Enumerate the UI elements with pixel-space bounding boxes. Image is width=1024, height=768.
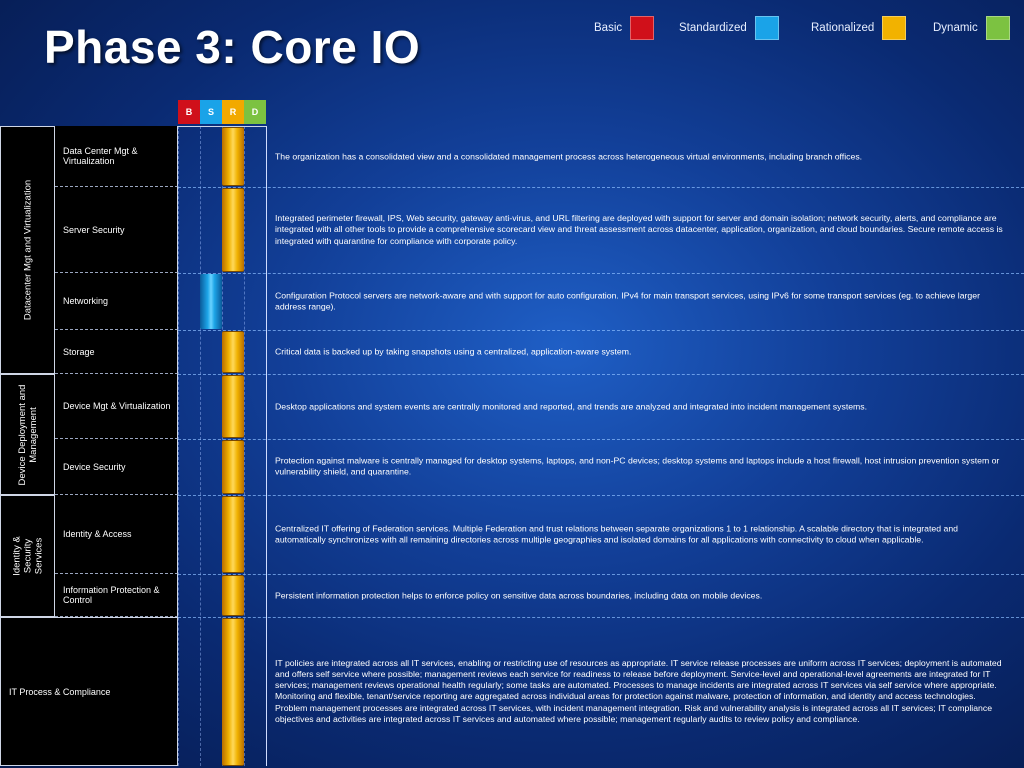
description-text: Protection against malware is centrally … — [275, 455, 1000, 477]
row-separator — [178, 439, 1024, 440]
category-datacenter: Datacenter Mgt and Virtualization — [0, 126, 55, 374]
row-label: Information Protection & Control — [63, 585, 160, 605]
category-label: Datacenter Mgt and Virtualization — [22, 179, 33, 321]
row-separator — [178, 617, 1024, 618]
row-description: IT policies are integrated across all IT… — [266, 617, 1024, 766]
row-label-device-security: Device Security — [55, 439, 178, 495]
maturity-legend: Basic Standardized Rationalized Dynamic — [0, 16, 1024, 42]
row-separator — [178, 574, 1024, 575]
row-label-identity-access: Identity & Access — [55, 495, 178, 574]
legend-label: Rationalized — [811, 22, 875, 34]
column-divider — [200, 126, 201, 766]
row-separator — [178, 495, 1024, 496]
legend-rationalized: Rationalized — [811, 16, 907, 40]
description-text: Centralized IT offering of Federation se… — [275, 523, 959, 545]
legend-dynamic: Dynamic — [933, 16, 1010, 40]
row-description: Persistent information protection helps … — [266, 574, 1024, 617]
page-title: Phase 3: Core IO — [44, 21, 421, 73]
row-description: Desktop applications and system events a… — [266, 374, 1024, 439]
maturity-bar-rationalized — [222, 188, 244, 272]
category-label: IT Process & Compliance — [9, 686, 111, 697]
legend-swatch — [630, 16, 655, 40]
row-label: Storage — [63, 346, 95, 357]
row-label: Device Security — [63, 461, 126, 472]
legend-standardized: Standardized — [679, 16, 779, 40]
column-divider — [178, 126, 179, 766]
maturity-bar-rationalized — [222, 575, 244, 616]
category-label: Device Deployment and Management — [16, 384, 39, 485]
row-label-storage: Storage — [55, 330, 178, 374]
row-description: Configuration Protocol servers are netwo… — [266, 273, 1024, 330]
row-label-server-security: Server Security — [55, 187, 178, 273]
phase-header-rationalized: R — [222, 100, 244, 124]
category-identity: Identity & Security Services — [0, 495, 55, 617]
legend-label: Dynamic — [933, 22, 978, 34]
maturity-bar-rationalized — [222, 331, 244, 373]
row-description: Critical data is backed up by taking sna… — [266, 330, 1024, 374]
row-separator — [178, 187, 1024, 188]
description-text: Integrated perimeter firewall, IPS, Web … — [275, 213, 1003, 246]
row-description: Protection against malware is centrally … — [266, 439, 1024, 495]
row-label: Identity & Access — [63, 529, 132, 539]
row-label: Data Center Mgt & Virtualization — [63, 146, 138, 166]
phase-header-dynamic: D — [244, 100, 266, 124]
category-label: Identity & Security Services — [11, 536, 44, 576]
maturity-bar-rationalized — [222, 375, 244, 438]
row-label: Device Mgt & Virtualization — [63, 401, 171, 411]
maturity-bar-rationalized — [222, 127, 244, 186]
category-device: Device Deployment and Management — [0, 374, 55, 495]
legend-swatch — [754, 16, 779, 40]
legend-swatch — [985, 16, 1010, 40]
description-text: IT policies are integrated across all IT… — [275, 657, 1002, 725]
description-text: Configuration Protocol servers are netwo… — [275, 290, 980, 312]
legend-basic: Basic — [594, 16, 655, 40]
row-label: Networking — [63, 296, 109, 306]
row-description: Integrated perimeter firewall, IPS, Web … — [266, 187, 1024, 273]
legend-label: Basic — [594, 22, 623, 34]
maturity-bar-rationalized — [222, 618, 244, 766]
row-separator — [178, 330, 1024, 331]
phase-header-standardized: S — [200, 100, 222, 124]
column-divider — [244, 126, 245, 766]
row-label-info-protection: Information Protection & Control — [55, 574, 178, 617]
row-label: Server Security — [63, 224, 125, 235]
row-description: Centralized IT offering of Federation se… — [266, 495, 1024, 574]
category-it-process: IT Process & Compliance — [0, 617, 178, 766]
description-text: The organization has a consolidated view… — [275, 150, 863, 161]
row-label-device-mgt: Device Mgt & Virtualization — [55, 374, 178, 439]
description-text: Desktop applications and system events a… — [275, 400, 868, 411]
row-label-networking: Networking — [55, 273, 178, 330]
maturity-bar-standardized — [200, 274, 222, 329]
legend-label: Standardized — [679, 22, 747, 34]
row-separator — [178, 374, 1024, 375]
phase-header-basic: B — [178, 100, 200, 124]
maturity-bar-rationalized — [222, 440, 244, 494]
row-label-datacenter-mgt: Data Center Mgt & Virtualization — [55, 126, 178, 187]
row-separator — [178, 273, 1024, 274]
legend-swatch — [882, 16, 907, 40]
row-description: The organization has a consolidated view… — [266, 126, 1024, 187]
description-text: Persistent information protection helps … — [275, 589, 763, 600]
description-text: Critical data is backed up by taking sna… — [275, 346, 632, 357]
maturity-bar-rationalized — [222, 496, 244, 573]
